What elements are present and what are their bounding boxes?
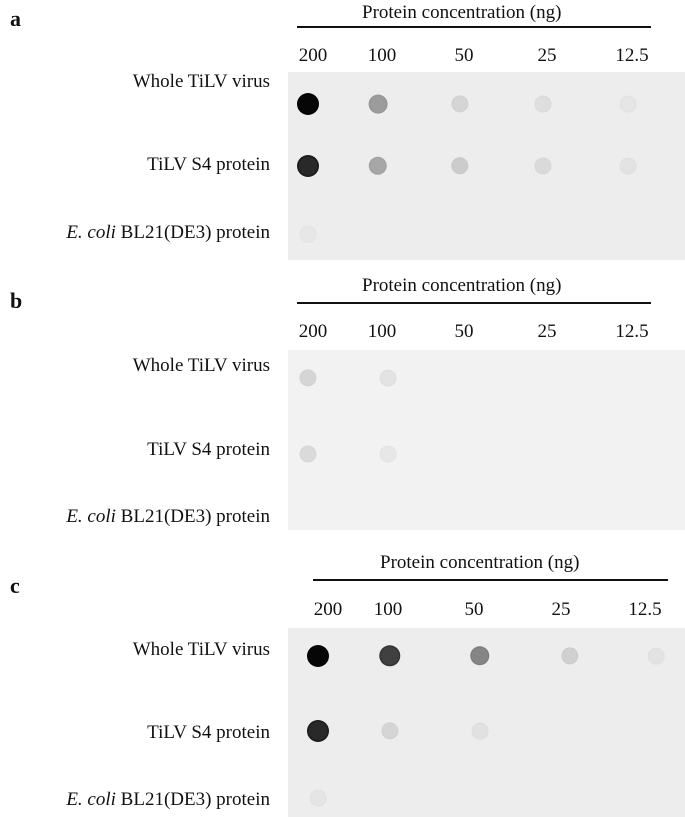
blot-membrane (288, 72, 685, 260)
blot-dot (379, 645, 401, 667)
conc-label: 100 (367, 45, 397, 66)
blot-dot (299, 445, 317, 463)
row-label: Whole TiLV virus (132, 71, 270, 92)
conc-label: 200 (298, 321, 328, 342)
blot-dot (368, 156, 388, 176)
panel-letter: c (10, 573, 20, 598)
blot-dot (451, 95, 469, 113)
conc-label: 12.5 (615, 45, 649, 66)
blot-dot (534, 95, 552, 113)
blot-dot (297, 155, 319, 177)
header-rule (297, 302, 651, 304)
blot-dot (309, 789, 327, 807)
blot-dot (619, 157, 637, 175)
blot-dot (647, 647, 665, 665)
blot-dot (470, 646, 490, 666)
conc-label: 50 (454, 321, 474, 342)
blot-dot (381, 722, 399, 740)
conc-label: 25 (537, 321, 557, 342)
blot-dot (534, 157, 552, 175)
blot-dot (619, 95, 637, 113)
panel-letter: a (10, 6, 21, 31)
conc-label: 50 (454, 45, 474, 66)
conc-label: 25 (537, 45, 557, 66)
blot-dot (299, 369, 317, 387)
row-label: TiLV S4 protein (147, 722, 270, 743)
blot-dot (297, 93, 319, 115)
conc-label: 25 (551, 599, 571, 620)
blot-dot (471, 722, 489, 740)
conc-label: 200 (313, 599, 343, 620)
conc-label: 200 (298, 45, 328, 66)
blot-dot (561, 647, 579, 665)
conc-label: 12.5 (628, 599, 662, 620)
blot-dot (379, 445, 397, 463)
blot-dot (451, 157, 469, 175)
row-label: Whole TiLV virus (132, 639, 270, 660)
row-label: E. coli BL21(DE3) protein (66, 222, 270, 243)
conc-label: 100 (373, 599, 403, 620)
concentration-title: Protein concentration (ng) (380, 552, 580, 573)
row-label: E. coli BL21(DE3) protein (66, 789, 270, 810)
row-label: Whole TiLV virus (132, 355, 270, 376)
panel-letter: b (10, 288, 23, 313)
row-label: TiLV S4 protein (147, 154, 270, 175)
header-rule (297, 26, 651, 28)
concentration-title: Protein concentration (ng) (362, 275, 562, 296)
conc-label: 50 (464, 599, 484, 620)
conc-label: 12.5 (615, 321, 649, 342)
blot-dot (379, 369, 397, 387)
blot-membrane (288, 628, 685, 817)
blot-dot (299, 225, 317, 243)
header-rule (313, 579, 668, 581)
blot-dot (368, 94, 388, 114)
concentration-title: Protein concentration (ng) (362, 2, 562, 23)
blot-membrane (288, 350, 685, 530)
conc-label: 100 (367, 321, 397, 342)
blot-dot (307, 720, 329, 742)
row-label: TiLV S4 protein (147, 439, 270, 460)
blot-dot (307, 645, 329, 667)
row-label: E. coli BL21(DE3) protein (66, 506, 270, 527)
